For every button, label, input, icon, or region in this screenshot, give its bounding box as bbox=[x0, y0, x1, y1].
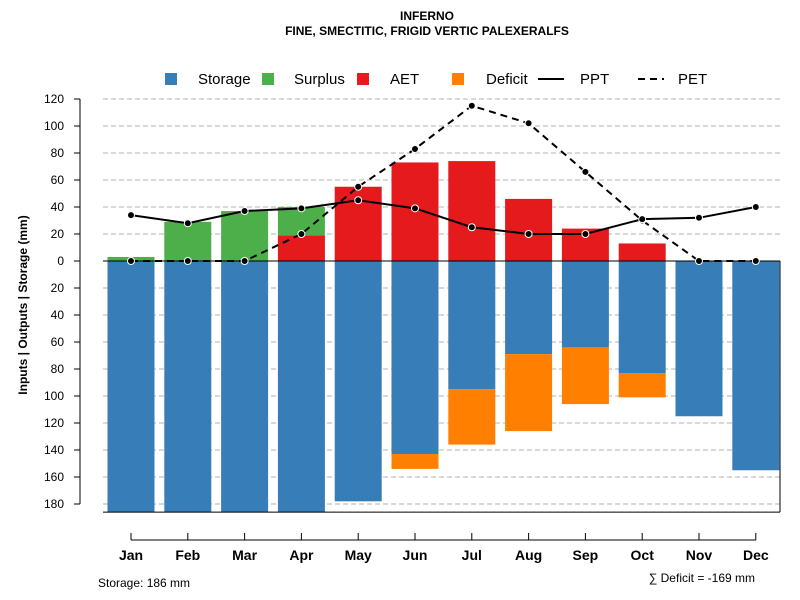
x-tick-label-nov: Nov bbox=[686, 547, 713, 563]
legend-label-storage: Storage bbox=[198, 71, 251, 88]
bar-storage-mar bbox=[221, 261, 269, 513]
point-ppt-mar bbox=[240, 207, 249, 216]
deficit-footer: ∑ Deficit = -169 mm bbox=[649, 571, 755, 585]
point-pet-jan bbox=[127, 257, 135, 265]
x-tick-label-jun: Jun bbox=[403, 547, 428, 563]
bar-surplus-feb bbox=[164, 221, 212, 261]
legend-label-aet: AET bbox=[390, 71, 419, 88]
line-ppt bbox=[130, 199, 756, 235]
legend-label-deficit: Deficit bbox=[486, 71, 529, 88]
x-tick-label-jul: Jul bbox=[462, 547, 482, 563]
y-tick-label: 120 bbox=[44, 416, 64, 430]
y-tick-label: 40 bbox=[51, 200, 65, 214]
point-ppt-oct bbox=[638, 215, 647, 224]
point-pet-apr bbox=[297, 230, 306, 238]
series-lines bbox=[127, 101, 760, 265]
x-tick-label-oct: Oct bbox=[631, 547, 655, 563]
point-ppt-jan bbox=[127, 211, 135, 220]
legend-label-surplus: Surplus bbox=[294, 71, 345, 88]
bar-storage-feb bbox=[164, 261, 212, 513]
x-tick-label-dec: Dec bbox=[743, 547, 769, 563]
legend-swatch-storage bbox=[165, 73, 177, 85]
point-ppt-aug bbox=[524, 230, 533, 238]
y-tick-label: 80 bbox=[51, 362, 65, 376]
bar-aet-aug bbox=[505, 198, 553, 261]
bar-aet-apr bbox=[277, 235, 325, 261]
x-tick-label-feb: Feb bbox=[175, 547, 200, 563]
point-pet-feb bbox=[183, 257, 192, 265]
bar-storage-aug bbox=[505, 261, 553, 355]
bar-deficit-oct bbox=[618, 373, 666, 398]
y-tick-label: 120 bbox=[44, 92, 64, 106]
storage-footer: Storage: 186 mm bbox=[98, 576, 190, 590]
point-ppt-apr bbox=[297, 204, 306, 213]
bar-surplus-mar bbox=[221, 211, 269, 261]
point-pet-jun bbox=[411, 144, 419, 153]
bar-aet-jul bbox=[448, 161, 496, 261]
bar-aet-oct bbox=[618, 243, 666, 261]
y-tick-label: 180 bbox=[44, 497, 64, 511]
axes: 120 100 80 60 40 20 0 20 40 60 80 100 120 140 160 180 Ja… bbox=[44, 92, 781, 563]
bar-storage-may bbox=[334, 261, 382, 502]
y-tick-label: 140 bbox=[44, 443, 64, 457]
y-tick-label: 100 bbox=[44, 389, 64, 403]
y-tick-label: 100 bbox=[44, 119, 64, 133]
y-tick-label: 80 bbox=[51, 146, 65, 160]
y-tick-label: 40 bbox=[51, 308, 65, 322]
bar-storage-jun bbox=[391, 261, 439, 455]
point-pet-sep bbox=[581, 167, 590, 176]
legend-label-pet: PET bbox=[678, 71, 707, 88]
point-ppt-jun bbox=[411, 204, 419, 213]
x-tick-label-sep: Sep bbox=[573, 547, 599, 563]
bars bbox=[107, 161, 780, 513]
bar-deficit-jun bbox=[391, 454, 439, 469]
legend: Storage Surplus AET Deficit PPT PET bbox=[165, 71, 707, 88]
y-axis-label: Inputs | Outputs | Storage (mm) bbox=[16, 215, 30, 394]
x-tick-label-apr: Apr bbox=[289, 547, 314, 563]
x-tick-label-aug: Aug bbox=[515, 547, 542, 563]
y-tick-label: 0 bbox=[57, 254, 64, 268]
point-pet-mar bbox=[240, 257, 249, 265]
point-ppt-may bbox=[354, 196, 363, 205]
bar-deficit-aug bbox=[505, 354, 553, 432]
y-tick-label: 20 bbox=[51, 227, 65, 241]
point-pet-aug bbox=[524, 119, 533, 128]
bar-storage-jan bbox=[107, 261, 155, 513]
legend-swatch-surplus bbox=[262, 73, 274, 85]
bar-storage-jul bbox=[448, 261, 496, 390]
y-tick-label: 160 bbox=[44, 470, 64, 484]
bar-deficit-sep bbox=[561, 347, 609, 405]
bar-storage-dec bbox=[732, 261, 780, 471]
bar-deficit-jul bbox=[448, 389, 496, 445]
point-pet-dec bbox=[751, 257, 760, 265]
chart-subtitle: FINE, SMECTITIC, FRIGID VERTIC PALEXERAL… bbox=[285, 24, 569, 38]
point-ppt-nov bbox=[695, 213, 703, 222]
bar-storage-sep bbox=[561, 261, 609, 348]
point-pet-may bbox=[354, 182, 363, 191]
bar-storage-apr bbox=[277, 261, 325, 513]
x-tick-label-jan: Jan bbox=[119, 547, 143, 563]
bar-storage-oct bbox=[618, 261, 666, 374]
gridlines bbox=[103, 98, 780, 505]
y-tick-label: 20 bbox=[51, 281, 65, 295]
chart-title: INFERNO bbox=[400, 9, 454, 23]
point-pet-jul bbox=[467, 101, 476, 110]
point-ppt-sep bbox=[581, 230, 590, 238]
line-pet bbox=[131, 104, 756, 262]
point-ppt-dec bbox=[751, 203, 760, 211]
point-ppt-feb bbox=[183, 219, 192, 228]
legend-label-ppt: PPT bbox=[580, 71, 609, 88]
legend-swatch-aet bbox=[357, 73, 369, 85]
y-tick-label: 60 bbox=[51, 173, 65, 187]
y-tick-label: 60 bbox=[51, 335, 65, 349]
point-pet-nov bbox=[695, 257, 703, 265]
legend-swatch-deficit bbox=[452, 73, 464, 85]
x-tick-label-mar: Mar bbox=[232, 547, 257, 563]
bar-storage-nov bbox=[675, 261, 723, 417]
point-ppt-jul bbox=[467, 223, 476, 232]
x-tick-label-may: May bbox=[345, 547, 372, 563]
